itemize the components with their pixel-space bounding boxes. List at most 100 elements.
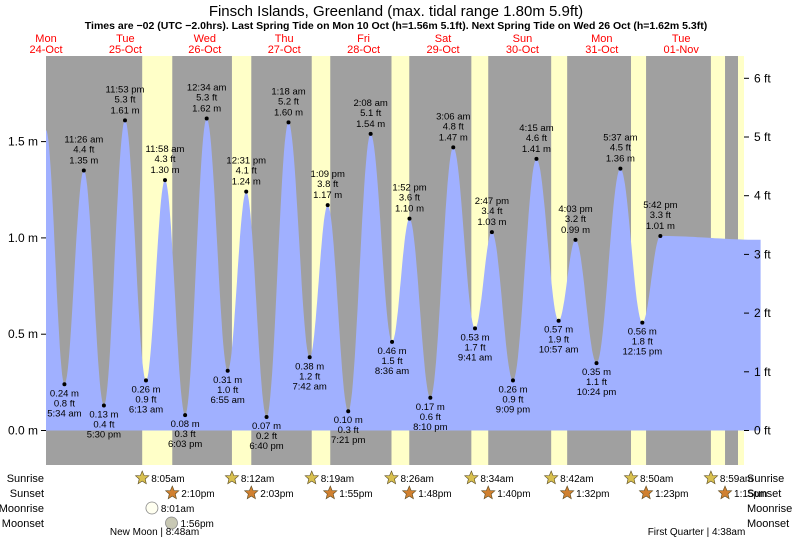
high-tide-point <box>658 233 663 238</box>
high-tide-ft: 5.3 ft <box>196 92 217 103</box>
low-tide-ft: 0.3 ft <box>338 425 359 436</box>
sunset-time: 1:15pm <box>734 489 767 500</box>
sunrise-time: 8:19am <box>321 474 354 485</box>
high-tide-time: 5:37 am <box>603 133 637 144</box>
moonrise-icon <box>145 501 159 515</box>
high-tide-time: 11:26 am <box>64 134 103 145</box>
low-tide-m: 0.38 m <box>295 361 324 372</box>
y-tick-label-ft: 5 ft <box>754 130 771 144</box>
high-tide-time: 12:34 am <box>187 82 227 93</box>
chart-subtitle: Times are −02 (UTC −2.0hrs). Last Spring… <box>85 20 707 32</box>
row-label-right: Moonrise <box>747 503 792 515</box>
sunset-time: 2:10pm <box>181 489 214 500</box>
low-tide-m: 0.46 m <box>378 346 407 357</box>
low-tide-ft: 1.0 ft <box>217 385 238 396</box>
sunset-icon <box>243 485 259 500</box>
low-tide-ft: 0.4 ft <box>93 419 114 430</box>
high-tide-ft: 4.5 ft <box>610 143 631 154</box>
day-name-label: Tue <box>116 33 135 45</box>
high-tide-point <box>489 230 494 235</box>
low-tide-m: 0.10 m <box>334 415 363 426</box>
high-tide-point <box>407 216 412 221</box>
high-tide-point <box>451 145 456 150</box>
sunrise-time: 8:12am <box>241 474 274 485</box>
high-tide-time: 5:42 pm <box>643 200 677 211</box>
tide-area <box>46 118 761 431</box>
high-tide-ft: 5.1 ft <box>360 108 381 119</box>
high-tide-ft: 4.3 ft <box>154 154 175 165</box>
sunrise-time: 8:42am <box>560 474 593 485</box>
high-tide-ft: 4.4 ft <box>73 144 94 155</box>
low-tide-ft: 1.9 ft <box>548 335 569 346</box>
low-tide-time: 6:03 pm <box>168 439 202 450</box>
low-tide-m: 0.26 m <box>131 384 160 395</box>
day-date-label: 26-Oct <box>188 44 221 56</box>
low-tide-point <box>556 318 561 323</box>
high-tide-time: 2:08 am <box>353 98 387 109</box>
sunset-icon <box>638 485 654 500</box>
y-tick-label-ft: 6 ft <box>754 71 771 85</box>
low-tide-time: 8:10 pm <box>413 422 447 433</box>
high-tide-m: 1.41 m <box>522 144 551 155</box>
y-tick-label-m: 0.5 m <box>8 327 38 341</box>
moon-phase-label: New Moon | 8:48am <box>110 527 199 538</box>
low-tide-ft: 1.2 ft <box>299 371 320 382</box>
high-tide-point <box>204 116 209 121</box>
low-tide-ft: 0.6 ft <box>420 412 441 423</box>
high-tide-point <box>368 131 373 136</box>
row-label-left: Moonset <box>2 518 44 530</box>
high-tide-point <box>81 168 86 173</box>
high-tide-point <box>286 120 291 125</box>
high-tide-ft: 5.3 ft <box>114 94 135 105</box>
high-tide-time: 12:31 pm <box>226 156 266 167</box>
day-date-label: 28-Oct <box>347 44 380 56</box>
low-tide-point <box>264 415 269 420</box>
day-date-label: 27-Oct <box>268 44 301 56</box>
low-tide-point <box>640 320 645 325</box>
high-tide-time: 2:47 pm <box>475 196 509 207</box>
low-tide-m: 0.35 m <box>582 367 611 378</box>
low-tide-time: 6:55 am <box>211 395 245 406</box>
sunset-icon <box>401 485 417 500</box>
low-tide-point <box>143 378 148 383</box>
y-tick-label-m: 1.0 m <box>8 231 38 245</box>
low-tide-time: 7:21 pm <box>331 435 365 446</box>
high-tide-ft: 3.2 ft <box>565 214 586 225</box>
sunrise-icon <box>304 470 320 485</box>
low-tide-point <box>510 378 515 383</box>
high-tide-time: 11:58 am <box>146 144 185 155</box>
sunset-time: 1:23pm <box>655 489 688 500</box>
day-name-label: Mon <box>35 33 56 45</box>
sunrise-time: 8:50am <box>640 474 673 485</box>
day-name-label: Fri <box>357 33 370 45</box>
sunrise-icon <box>224 470 240 485</box>
day-labels: Mon24-OctTue25-OctWed26-OctThu27-OctFri2… <box>29 33 699 56</box>
high-tide-m: 0.99 m <box>561 225 590 236</box>
low-tide-m: 0.56 m <box>628 327 657 338</box>
high-tide-time: 1:52 pm <box>392 183 426 194</box>
high-tide-ft: 4.1 ft <box>236 166 257 177</box>
high-tide-m: 1.47 m <box>439 132 468 143</box>
sunrise-time: 8:05am <box>151 474 184 485</box>
y-tick-label-m: 0.0 m <box>8 424 38 438</box>
sunrise-icon <box>384 470 399 485</box>
low-tide-ft: 1.7 ft <box>464 342 485 353</box>
day-date-label: 31-Oct <box>585 44 618 56</box>
day-name-label: Wed <box>194 33 216 45</box>
row-label-left: Sunrise <box>7 473 44 485</box>
high-tide-m: 1.62 m <box>192 103 221 114</box>
low-tide-ft: 0.9 ft <box>502 394 523 405</box>
low-tide-time: 7:42 am <box>293 381 327 392</box>
low-tide-m: 0.17 m <box>416 402 445 413</box>
low-tide-time: 5:30 pm <box>87 429 121 440</box>
high-tide-point <box>618 166 623 171</box>
high-tide-m: 1.61 m <box>110 105 139 116</box>
low-tide-time: 12:15 pm <box>623 347 663 358</box>
sunrise-time: 8:26am <box>400 474 433 485</box>
axes: 0.0 m 0.5 m 1.0 m 1.5 m 0 ft 1 ft 2 ft 3 ft 4 ft… <box>8 71 771 437</box>
high-tide-point <box>244 189 249 194</box>
low-tide-time: 8:36 am <box>375 366 409 377</box>
high-tide-point <box>573 237 578 242</box>
high-tide-time: 1:18 am <box>271 86 305 97</box>
sunrise-time: 8:59am <box>720 474 753 485</box>
